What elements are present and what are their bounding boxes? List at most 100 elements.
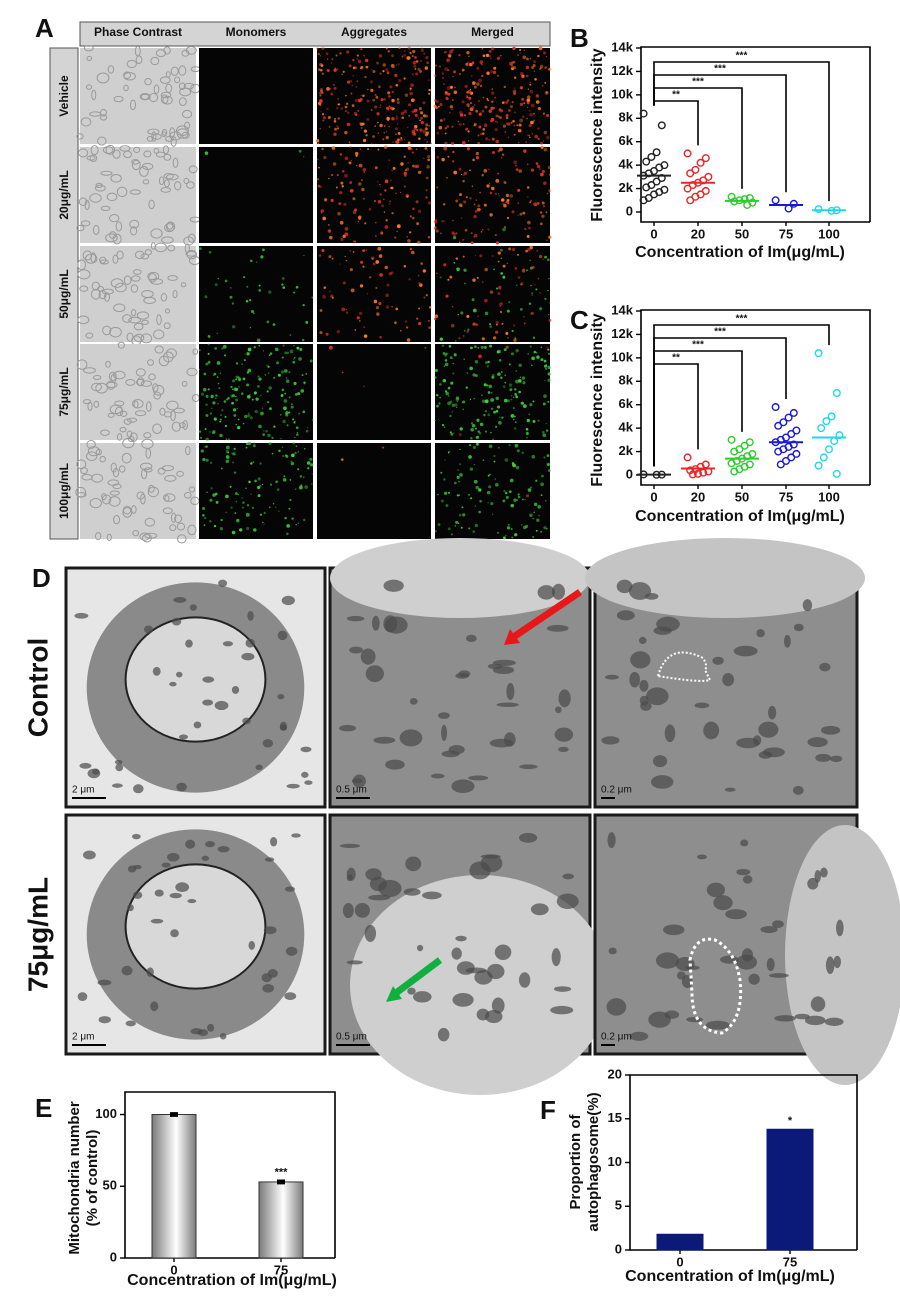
dot bbox=[537, 419, 540, 422]
dot bbox=[546, 135, 550, 140]
dot bbox=[485, 137, 489, 141]
dot bbox=[521, 376, 526, 380]
dot bbox=[457, 522, 460, 524]
dot bbox=[257, 375, 260, 378]
dot bbox=[257, 385, 260, 388]
dot bbox=[479, 500, 482, 503]
dot bbox=[246, 394, 251, 399]
micrograph bbox=[317, 344, 431, 440]
cell bbox=[174, 76, 181, 84]
dot bbox=[480, 345, 484, 349]
mitochondrion bbox=[98, 1016, 111, 1024]
dot bbox=[202, 387, 207, 392]
dot bbox=[264, 373, 267, 376]
significance-label: *** bbox=[736, 314, 748, 325]
cell bbox=[97, 136, 107, 146]
dot bbox=[433, 317, 437, 321]
dot bbox=[511, 210, 515, 214]
dot bbox=[499, 302, 503, 307]
dot bbox=[338, 103, 341, 106]
dot bbox=[456, 494, 459, 497]
dot bbox=[513, 498, 517, 502]
mitochondrion bbox=[346, 960, 363, 965]
mitochondrion bbox=[604, 674, 619, 680]
dot bbox=[349, 142, 351, 145]
dot bbox=[531, 292, 534, 295]
dot bbox=[420, 116, 424, 120]
dot bbox=[526, 134, 529, 137]
dot bbox=[318, 68, 321, 71]
cell bbox=[148, 373, 156, 381]
arrow bbox=[510, 589, 582, 641]
dot bbox=[387, 50, 390, 53]
dot bbox=[497, 74, 499, 77]
dot bbox=[383, 211, 386, 213]
dot bbox=[536, 352, 538, 354]
y-tick-label: 5 bbox=[615, 1198, 622, 1213]
micrograph-texture bbox=[434, 442, 551, 540]
dot bbox=[233, 471, 237, 474]
dot bbox=[535, 288, 538, 291]
dot bbox=[532, 419, 536, 423]
dot bbox=[396, 230, 398, 232]
dot bbox=[217, 277, 220, 280]
dot bbox=[548, 469, 551, 472]
x-tick-label: 0 bbox=[650, 489, 657, 504]
mitochondrion bbox=[202, 676, 215, 683]
dot bbox=[537, 137, 540, 140]
dot bbox=[391, 98, 395, 103]
dot bbox=[330, 198, 334, 202]
dot bbox=[210, 461, 213, 464]
dot bbox=[449, 431, 452, 434]
dot bbox=[542, 140, 545, 142]
micrograph-texture bbox=[328, 345, 427, 387]
dot bbox=[410, 83, 414, 87]
dot bbox=[500, 272, 503, 275]
data-point bbox=[827, 412, 836, 421]
mitochondrion bbox=[554, 727, 574, 742]
dot bbox=[376, 61, 379, 65]
dot bbox=[477, 315, 479, 318]
dot bbox=[281, 388, 285, 392]
panel-label: E bbox=[35, 1093, 52, 1123]
dot bbox=[530, 168, 535, 172]
dot bbox=[369, 276, 372, 279]
micrograph bbox=[317, 147, 431, 243]
dot bbox=[519, 48, 522, 52]
dot bbox=[513, 65, 517, 70]
dot bbox=[219, 433, 223, 438]
dot bbox=[395, 133, 397, 136]
dot bbox=[365, 249, 368, 252]
mitochondrion bbox=[638, 636, 647, 645]
dot bbox=[239, 528, 243, 532]
mitochondrion bbox=[681, 974, 693, 989]
dot bbox=[295, 433, 299, 436]
dot bbox=[495, 120, 497, 123]
dot bbox=[549, 174, 551, 176]
mitochondrion bbox=[127, 865, 137, 873]
mitochondrion bbox=[416, 944, 424, 952]
dot bbox=[464, 330, 466, 332]
cell bbox=[112, 483, 122, 490]
mitochondrion bbox=[245, 638, 255, 648]
dot bbox=[364, 75, 367, 79]
cell bbox=[188, 486, 196, 493]
dot bbox=[434, 530, 437, 533]
dot bbox=[473, 214, 477, 219]
dot bbox=[365, 65, 369, 69]
dot bbox=[439, 232, 442, 235]
dot bbox=[354, 240, 357, 243]
dot bbox=[311, 473, 313, 475]
mitochondrion bbox=[804, 1015, 826, 1026]
dot bbox=[293, 291, 296, 294]
dot bbox=[427, 158, 431, 162]
mitochondrion bbox=[762, 747, 785, 758]
mitochondrion bbox=[810, 996, 826, 1012]
dot bbox=[527, 221, 529, 223]
dot bbox=[508, 490, 512, 494]
cell bbox=[122, 314, 133, 323]
dot bbox=[466, 61, 471, 66]
dot bbox=[527, 163, 529, 166]
scale-bar-label: 2 μm bbox=[72, 785, 94, 796]
dot bbox=[503, 398, 508, 403]
